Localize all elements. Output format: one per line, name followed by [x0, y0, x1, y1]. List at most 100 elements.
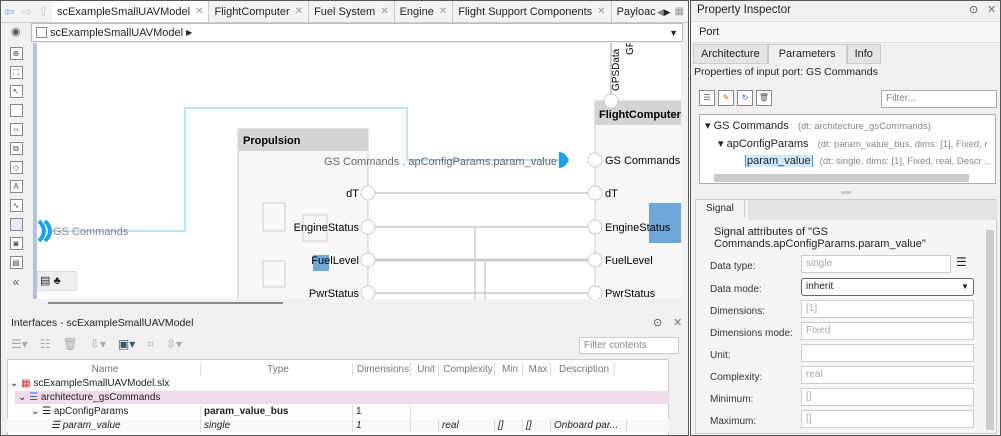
dimensions-mode-select[interactable]: Fixed	[801, 322, 974, 340]
max-cell[interactable]: []	[523, 419, 551, 432]
breadcrumb-item[interactable]: scExampleSmallUAVModel	[50, 26, 184, 39]
import-icon[interactable]: ⇩▾	[89, 337, 106, 351]
data-mode-select[interactable]: inherit	[801, 278, 974, 296]
hierarchy-icon[interactable]: ♣	[53, 275, 61, 287]
fit-to-view-icon[interactable]: ⛶	[9, 66, 23, 79]
maximum-input[interactable]: []	[801, 410, 974, 428]
tab-scexamplesmalluavmodel[interactable]: scExampleSmallUAVModel ✕	[52, 1, 210, 22]
back-arrow-icon[interactable]: ⇦	[4, 4, 15, 19]
table-row[interactable]: ☰ param_value single 1 real [] [] Onboar…	[7, 419, 669, 432]
close-icon[interactable]: ✕	[195, 6, 204, 17]
complexity-cell[interactable]: real	[439, 419, 495, 432]
tab-list-icon[interactable]: ▦	[674, 6, 684, 17]
refresh-icon[interactable]: ↻	[737, 90, 753, 106]
complexity-select[interactable]: real	[801, 366, 974, 384]
tab-signal[interactable]: Signal	[696, 200, 745, 217]
adapter-icon[interactable]: ◇	[9, 161, 23, 174]
tab-payload[interactable]: Payloac	[612, 1, 657, 22]
column-min[interactable]: Min	[495, 363, 523, 376]
zoom-icon[interactable]: ⊕	[9, 47, 23, 60]
database-icon[interactable]: ▤	[40, 275, 51, 287]
column-max[interactable]: Max	[523, 363, 551, 376]
filter-input[interactable]: Filter...	[881, 90, 997, 108]
dimensions-input[interactable]: [1]	[801, 300, 974, 318]
property-icon[interactable]: ▤	[9, 256, 23, 269]
tree-item-selected[interactable]: param_value (dt: single, dims: [1], Fixe…	[745, 155, 990, 167]
tab-fuel-system[interactable]: Fuel System ✕	[309, 1, 395, 22]
close-icon[interactable]: ✕	[294, 6, 304, 17]
export-icon[interactable]: ⇳▾	[166, 337, 183, 351]
area-icon[interactable]	[9, 218, 23, 231]
column-description[interactable]: Description	[551, 363, 615, 376]
link-icon[interactable]: ⌗	[147, 337, 154, 351]
flightcomputer-block[interactable]	[594, 100, 681, 299]
reference-component-icon[interactable]: ‹›	[9, 123, 23, 136]
fc-subcomponent[interactable]	[649, 203, 681, 243]
description-cell[interactable]: Onboard par...	[551, 419, 627, 432]
data-type-select[interactable]: single	[801, 255, 951, 273]
close-icon[interactable]: ✕	[673, 317, 683, 329]
unit-input[interactable]	[801, 344, 974, 362]
forward-arrow-icon[interactable]: ⇨	[21, 4, 32, 19]
up-arrow-icon[interactable]: ⇧	[38, 4, 49, 19]
type-cell[interactable]: single	[201, 419, 353, 432]
image-icon[interactable]: ∿	[9, 199, 23, 212]
data-type-assistant-icon[interactable]: ☰	[956, 255, 967, 269]
tab-architecture[interactable]: Architecture	[693, 44, 768, 64]
dimensions-cell[interactable]: 1	[353, 419, 411, 432]
horizontal-scrollbar[interactable]	[33, 299, 681, 309]
unit-cell[interactable]	[411, 419, 439, 432]
close-icon[interactable]: ✕	[380, 6, 389, 17]
collapse-icon[interactable]: «	[12, 275, 20, 289]
column-dimensions[interactable]: Dimensions	[353, 363, 411, 376]
tree-horizontal-scrollbar[interactable]	[714, 174, 969, 182]
tab-flight-support-components[interactable]: Flight Support Components ✕	[453, 1, 612, 22]
add-parameter-icon[interactable]: ☰	[699, 90, 715, 106]
panel-menu-icon[interactable]: ⊙	[653, 317, 663, 329]
tab-engine[interactable]: Engine ✕	[395, 1, 454, 22]
dimensions-cell[interactable]: 1	[353, 405, 411, 418]
variant-component-icon[interactable]: ⧉	[9, 142, 23, 155]
filter-contents-input[interactable]: Filter contents	[579, 337, 679, 354]
view-toggle[interactable]: ▤ ♣	[37, 271, 77, 291]
component-icon[interactable]	[9, 104, 23, 117]
panel-menu-icon[interactable]: ⊙	[969, 4, 979, 16]
scroll-tabs-left-icon[interactable]: ◀	[656, 7, 664, 17]
save-dictionary-icon[interactable]: ▣▾	[117, 337, 136, 351]
propulsion-block[interactable]	[237, 128, 369, 299]
diagram-canvas[interactable]: GS Commands Propulsion FlightComputer GS…	[33, 43, 681, 299]
delete-icon[interactable]: 🗑	[756, 90, 772, 106]
tree-item[interactable]: ▾ GS Commands (dt: architecture_gsComman…	[705, 120, 931, 132]
minimum-input[interactable]: []	[801, 388, 974, 406]
add-element-icon[interactable]: ☷	[39, 337, 51, 351]
splitter-handle[interactable]	[841, 191, 851, 194]
table-row[interactable]: ⌄ ☰ apConfigParams param_value_bus 1	[7, 405, 669, 418]
scroll-tabs-right-icon[interactable]: ▶	[663, 7, 671, 17]
type-cell[interactable]: param_value_bus	[201, 405, 353, 418]
fuel-tank-component[interactable]	[313, 255, 329, 271]
root-port-icon[interactable]	[37, 219, 52, 243]
min-cell[interactable]: []	[495, 419, 523, 432]
breadcrumb-arrow-icon[interactable]: ▶	[186, 28, 193, 37]
annotation-icon[interactable]: A	[9, 180, 23, 193]
chevron-down-icon[interactable]: ▼	[669, 27, 678, 38]
column-unit[interactable]: Unit	[411, 363, 439, 376]
add-interface-icon[interactable]: ☰▾	[11, 337, 28, 351]
tab-info[interactable]: Info	[846, 44, 881, 64]
edit-icon[interactable]: ✎	[718, 90, 734, 106]
delete-icon[interactable]: 🗑	[62, 337, 78, 351]
screenshot-icon[interactable]: ◙	[9, 237, 23, 250]
zoom-100-icon[interactable]: ↖	[9, 85, 23, 98]
column-complexity[interactable]: Complexity	[439, 363, 495, 376]
vertical-scrollbar[interactable]	[986, 230, 994, 430]
hide-explorer-icon[interactable]: ◉	[11, 26, 21, 38]
tree-item[interactable]: ▾ apConfigParams (dt: param_value_bus, d…	[718, 137, 988, 150]
tab-flightcomputer[interactable]: FlightComputer ✕	[209, 1, 310, 22]
column-name[interactable]: Name	[7, 363, 201, 376]
table-row-selected[interactable]: ⌄ ☰ architecture_gsCommands	[15, 391, 669, 404]
chevron-down-icon[interactable]: ▼	[961, 282, 969, 291]
close-icon[interactable]: ✕	[597, 6, 606, 17]
column-type[interactable]: Type	[201, 363, 353, 376]
close-icon[interactable]: ✕	[438, 6, 448, 17]
tab-parameters[interactable]: Parameters	[767, 44, 847, 64]
